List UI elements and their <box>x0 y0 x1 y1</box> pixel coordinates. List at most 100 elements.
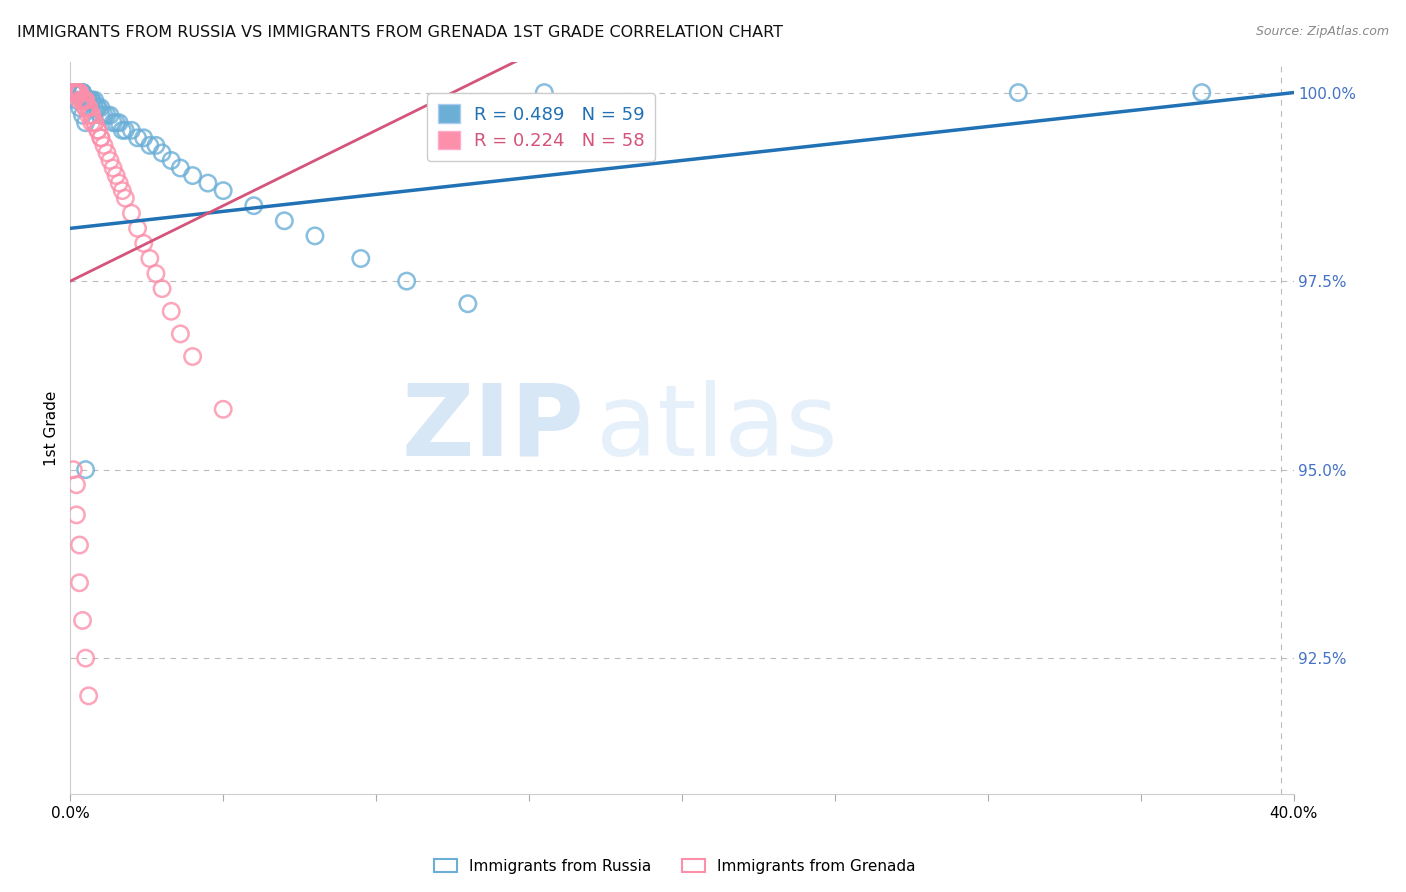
Point <box>77 93 100 107</box>
Point <box>72 86 94 100</box>
Point <box>139 252 162 266</box>
Point <box>75 116 97 130</box>
Point <box>98 108 121 122</box>
Point <box>80 93 103 107</box>
Point <box>1191 86 1213 100</box>
Point <box>69 86 91 100</box>
Point <box>90 131 112 145</box>
Point <box>533 86 555 100</box>
Point <box>65 86 87 100</box>
Point <box>65 86 87 100</box>
Point <box>80 108 103 122</box>
Point <box>96 108 118 122</box>
Point <box>90 131 112 145</box>
Point <box>114 191 136 205</box>
Point <box>62 86 84 100</box>
Point <box>169 326 191 341</box>
Point <box>197 176 219 190</box>
Point <box>101 161 124 175</box>
Point <box>75 93 97 107</box>
Point <box>105 116 128 130</box>
Point <box>69 86 91 100</box>
Point <box>395 274 418 288</box>
Point <box>72 93 94 107</box>
Point <box>75 462 97 476</box>
Text: atlas: atlas <box>596 380 838 476</box>
Point <box>65 86 87 100</box>
Point <box>111 184 134 198</box>
Point <box>65 508 87 522</box>
Point <box>72 108 94 122</box>
Point <box>87 101 110 115</box>
Point <box>150 145 173 160</box>
Point <box>72 86 94 100</box>
Point <box>350 252 373 266</box>
Point <box>65 86 87 100</box>
Point <box>150 282 173 296</box>
Text: IMMIGRANTS FROM RUSSIA VS IMMIGRANTS FROM GRENADA 1ST GRADE CORRELATION CHART: IMMIGRANTS FROM RUSSIA VS IMMIGRANTS FRO… <box>17 25 783 40</box>
Point <box>132 131 155 145</box>
Point <box>181 350 204 364</box>
Point <box>83 116 105 130</box>
Point <box>69 86 91 100</box>
Point <box>72 86 94 100</box>
Point <box>65 86 87 100</box>
Y-axis label: 1st Grade: 1st Grade <box>44 391 59 466</box>
Text: ZIP: ZIP <box>401 380 583 476</box>
Point <box>181 169 204 183</box>
Point <box>105 169 128 183</box>
Point <box>80 116 103 130</box>
Point <box>169 161 191 175</box>
Point <box>62 86 84 100</box>
Point <box>72 93 94 107</box>
Point <box>65 93 87 107</box>
Point <box>75 101 97 115</box>
Legend: Immigrants from Russia, Immigrants from Grenada: Immigrants from Russia, Immigrants from … <box>427 853 922 880</box>
Point <box>77 108 100 122</box>
Point <box>98 153 121 168</box>
Point <box>80 93 103 107</box>
Point <box>75 93 97 107</box>
Text: Source: ZipAtlas.com: Source: ZipAtlas.com <box>1256 25 1389 38</box>
Point <box>121 206 143 220</box>
Point <box>145 267 167 281</box>
Point <box>132 236 155 251</box>
Point <box>75 651 97 665</box>
Point <box>69 101 91 115</box>
Point <box>145 138 167 153</box>
Point <box>139 138 162 153</box>
Point <box>77 689 100 703</box>
Point <box>160 304 183 318</box>
Point <box>96 145 118 160</box>
Point <box>75 101 97 115</box>
Point <box>65 477 87 491</box>
Point <box>111 123 134 137</box>
Point <box>243 199 266 213</box>
Point <box>77 93 100 107</box>
Point <box>87 123 110 137</box>
Point <box>62 86 84 100</box>
Point <box>87 123 110 137</box>
Point <box>114 123 136 137</box>
Point <box>93 138 115 153</box>
Point <box>69 86 91 100</box>
Point <box>212 184 235 198</box>
Point <box>69 86 91 100</box>
Point <box>62 86 84 100</box>
Point <box>83 101 105 115</box>
Point <box>72 93 94 107</box>
Point <box>69 93 91 107</box>
Point <box>90 101 112 115</box>
Point <box>127 221 149 235</box>
Point <box>108 176 131 190</box>
Point <box>127 131 149 145</box>
Point <box>75 93 97 107</box>
Point <box>160 153 183 168</box>
Point <box>108 116 131 130</box>
Legend: R = 0.489   N = 59, R = 0.224   N = 58: R = 0.489 N = 59, R = 0.224 N = 58 <box>427 94 655 161</box>
Point <box>62 462 84 476</box>
Point <box>121 123 143 137</box>
Point <box>62 86 84 100</box>
Point <box>1007 86 1029 100</box>
Point <box>77 101 100 115</box>
